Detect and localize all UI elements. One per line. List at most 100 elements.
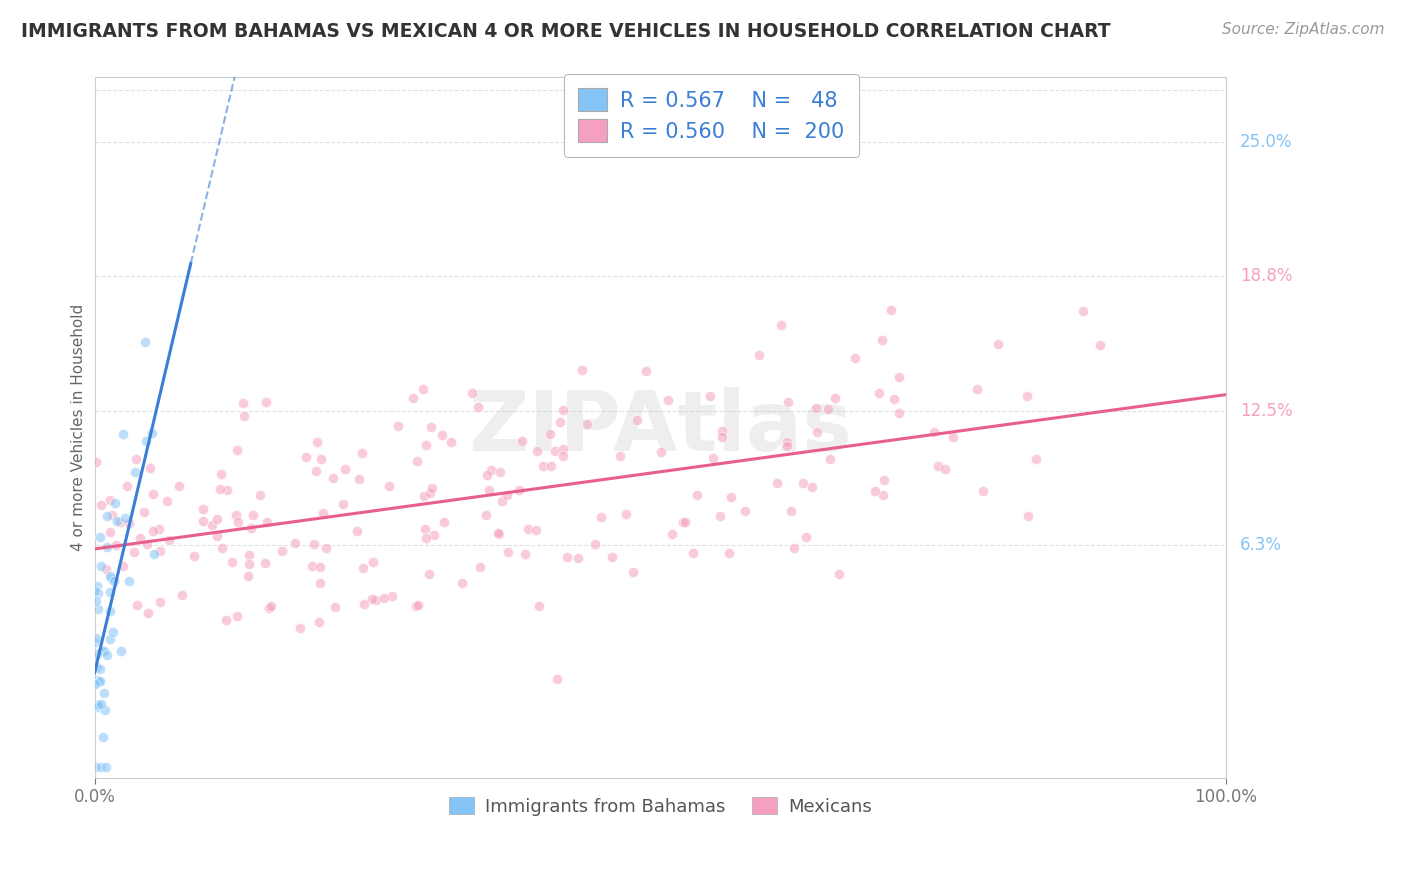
- Point: [863, 484, 886, 499]
- Point: [221, 555, 243, 569]
- Point: [205, 529, 228, 543]
- Text: 6.3%: 6.3%: [1240, 536, 1282, 554]
- Text: 12.5%: 12.5%: [1240, 402, 1292, 420]
- Point: [236, 569, 259, 583]
- Point: [86, 647, 108, 661]
- Point: [657, 392, 679, 407]
- Point: [256, 516, 278, 530]
- Point: [91, 730, 114, 744]
- Point: [872, 488, 894, 502]
- Point: [167, 479, 190, 493]
- Point: [353, 597, 375, 611]
- Text: Source: ZipAtlas.com: Source: ZipAtlas.com: [1222, 22, 1385, 37]
- Point: [1017, 509, 1039, 524]
- Point: [93, 644, 115, 658]
- Point: [301, 559, 323, 574]
- Point: [783, 541, 806, 555]
- Point: [626, 413, 648, 427]
- Point: [870, 334, 893, 348]
- Point: [141, 425, 163, 440]
- Point: [240, 521, 263, 535]
- Point: [142, 524, 165, 538]
- Text: 25.0%: 25.0%: [1240, 133, 1292, 151]
- Point: [111, 427, 134, 442]
- Point: [806, 401, 828, 415]
- Point: [98, 525, 121, 540]
- Point: [419, 420, 441, 434]
- Point: [621, 565, 644, 579]
- Point: [89, 662, 111, 676]
- Point: [89, 674, 111, 689]
- Point: [149, 595, 172, 609]
- Point: [515, 547, 537, 561]
- Point: [661, 527, 683, 541]
- Point: [419, 486, 441, 500]
- Point: [571, 363, 593, 377]
- Point: [125, 598, 148, 612]
- Point: [1088, 338, 1111, 352]
- Point: [927, 458, 949, 473]
- Point: [818, 452, 841, 467]
- Point: [508, 483, 530, 497]
- Point: [576, 417, 599, 432]
- Point: [551, 449, 574, 463]
- Point: [91, 644, 114, 658]
- Point: [191, 501, 214, 516]
- Point: [309, 452, 332, 467]
- Point: [496, 544, 519, 558]
- Point: [226, 443, 249, 458]
- Point: [880, 302, 903, 317]
- Point: [440, 435, 463, 450]
- Point: [103, 574, 125, 589]
- Point: [142, 487, 165, 501]
- Point: [889, 369, 911, 384]
- Point: [883, 392, 905, 406]
- Point: [90, 559, 112, 574]
- Point: [128, 531, 150, 545]
- Point: [486, 526, 509, 541]
- Point: [322, 471, 344, 485]
- Point: [209, 483, 232, 497]
- Point: [748, 347, 770, 361]
- Point: [887, 406, 910, 420]
- Point: [527, 599, 550, 613]
- Point: [134, 335, 156, 350]
- Point: [118, 574, 141, 589]
- Point: [84, 677, 107, 691]
- Point: [544, 444, 567, 458]
- Point: [249, 488, 271, 502]
- Point: [209, 467, 232, 482]
- Point: [86, 673, 108, 688]
- Point: [934, 462, 956, 476]
- Point: [650, 445, 672, 459]
- Point: [307, 435, 329, 450]
- Point: [98, 632, 121, 647]
- Point: [84, 760, 107, 774]
- Point: [557, 550, 579, 565]
- Point: [101, 624, 124, 639]
- Point: [211, 541, 233, 555]
- Point: [87, 698, 110, 713]
- Point: [90, 698, 112, 712]
- Point: [609, 449, 631, 463]
- Point: [96, 760, 118, 774]
- Point: [922, 425, 945, 439]
- Point: [474, 508, 496, 522]
- Point: [93, 686, 115, 700]
- Point: [96, 648, 118, 663]
- Point: [461, 386, 484, 401]
- Point: [415, 438, 437, 452]
- Point: [143, 547, 166, 561]
- Point: [634, 364, 657, 378]
- Point: [942, 430, 965, 444]
- Point: [104, 495, 127, 509]
- Point: [734, 503, 756, 517]
- Point: [686, 488, 709, 502]
- Point: [84, 631, 107, 645]
- Point: [412, 382, 434, 396]
- Point: [238, 548, 260, 562]
- Point: [352, 446, 374, 460]
- Point: [1025, 452, 1047, 467]
- Point: [828, 567, 851, 582]
- Point: [226, 608, 249, 623]
